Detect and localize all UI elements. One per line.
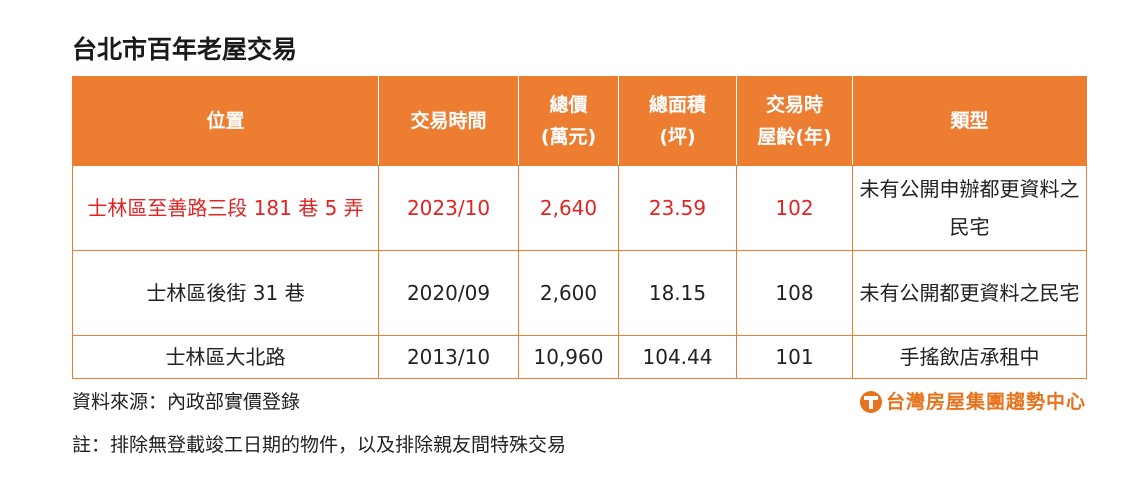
source-row: 資料來源：內政部實價登錄 台灣房屋集團趨勢中心 [72, 383, 1086, 421]
cell-trade-date: 2020/09 [378, 250, 519, 336]
cell-location: 士林區至善路三段 181 巷 5 弄 [72, 165, 379, 251]
brand-logo: 台灣房屋集團趨勢中心 [859, 389, 1086, 415]
header-total-price: 總價 (萬元) [518, 76, 619, 166]
header-building-age: 交易時 屋齡(年) [736, 76, 853, 166]
header-type: 類型 [852, 76, 1087, 166]
cell-building-age: 101 [736, 335, 853, 379]
cell-total-price: 2,640 [518, 165, 619, 251]
table-row: 士林區至善路三段 181 巷 5 弄 2023/10 2,640 23.59 1… [72, 165, 1087, 251]
cell-type: 手搖飲店承租中 [852, 335, 1087, 379]
table-row: 士林區後街 31 巷 2020/09 2,600 18.15 108 未有公開都… [72, 250, 1087, 336]
cell-type: 未有公開申辦都更資料之民宅 [852, 165, 1087, 251]
logo-text: 台灣房屋集團趨勢中心 [885, 391, 1086, 413]
cell-total-price: 10,960 [518, 335, 619, 379]
footnote: 註：排除無登載竣工日期的物件，以及排除親友間特殊交易 [72, 434, 567, 456]
header-location: 位置 [72, 76, 379, 166]
article-figure: 台北市百年老屋交易 位置 交易時間 總價 (萬元) 總面積 (坪) 交易時 屋齡… [72, 30, 1087, 465]
table-header-row: 位置 交易時間 總價 (萬元) 總面積 (坪) 交易時 屋齡(年) 類型 [72, 76, 1087, 166]
cell-building-age: 102 [736, 165, 853, 251]
cell-building-age: 108 [736, 250, 853, 336]
cell-location: 士林區大北路 [72, 335, 379, 379]
cell-total-area: 23.59 [618, 165, 737, 251]
header-total-area: 總面積 (坪) [618, 76, 737, 166]
cell-total-area: 18.15 [618, 250, 737, 336]
table-row: 士林區大北路 2013/10 10,960 104.44 101 手搖飲店承租中 [72, 335, 1087, 379]
taiwan-realty-logo-icon [859, 391, 882, 413]
data-source: 資料來源：內政部實價登錄 [72, 391, 301, 413]
transactions-table: 位置 交易時間 總價 (萬元) 總面積 (坪) 交易時 屋齡(年) 類型 士林區… [72, 76, 1087, 379]
cell-trade-date: 2023/10 [378, 165, 519, 251]
header-trade-date: 交易時間 [378, 76, 519, 166]
cell-total-area: 104.44 [618, 335, 737, 379]
table-title: 台北市百年老屋交易 [72, 35, 298, 64]
cell-trade-date: 2013/10 [378, 335, 519, 379]
cell-location: 士林區後街 31 巷 [72, 250, 379, 336]
cell-total-price: 2,600 [518, 250, 619, 336]
cell-type: 未有公開都更資料之民宅 [852, 250, 1087, 336]
